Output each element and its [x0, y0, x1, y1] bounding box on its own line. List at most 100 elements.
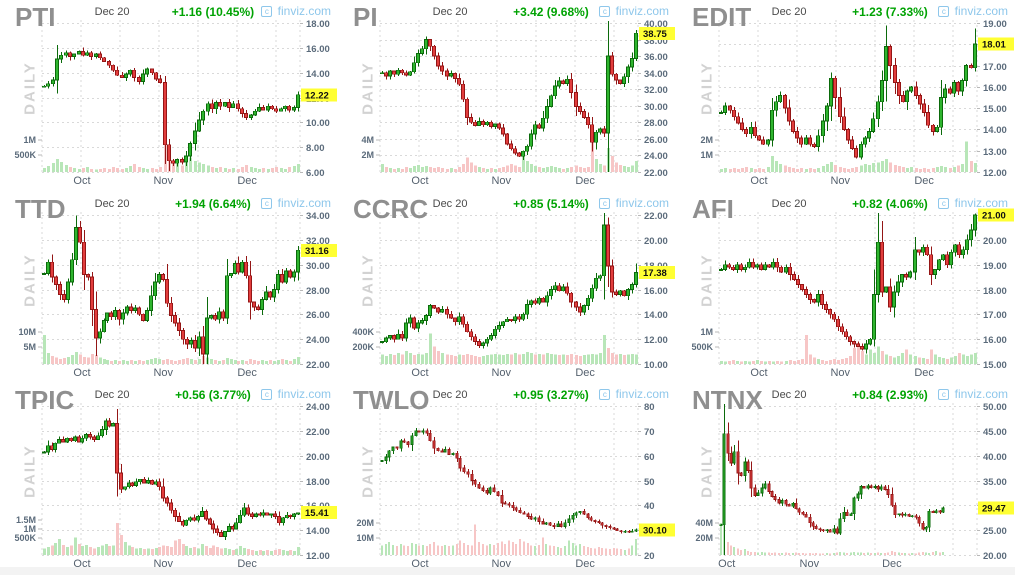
chart-cell-CCRC[interactable]: CCRC Dec 20 +0.85 (5.14%) c finviz.com DAILY…	[338, 192, 676, 384]
finviz-link[interactable]: c finviz.com	[261, 4, 331, 18]
chart-cell-TTD[interactable]: TTD Dec 20 +1.94 (6.64%) c finviz.com DAILY 3…	[0, 192, 338, 384]
svg-text:13.00: 13.00	[983, 147, 1007, 158]
svg-text:20.00: 20.00	[306, 452, 330, 463]
chart-cell-PI[interactable]: PI Dec 20 +3.42 (9.68%) c finviz.com DAILY 40…	[338, 0, 676, 192]
timeframe-label: DAILY	[698, 253, 716, 307]
svg-text:30.00: 30.00	[644, 102, 668, 113]
finviz-link[interactable]: c finviz.com	[938, 4, 1008, 18]
change-label: +1.16 (10.45%)	[171, 5, 255, 19]
svg-text:20.00: 20.00	[644, 236, 668, 247]
svg-text:2M: 2M	[361, 150, 374, 160]
chart-cell-TPIC[interactable]: TPIC Dec 20 +0.56 (3.77%) c finviz.com DAILY…	[0, 383, 338, 575]
candlestick-chart-EDIT[interactable]: 19.0018.0017.0016.0015.0014.0013.0012.00…	[677, 0, 1015, 192]
svg-text:10.00: 10.00	[644, 360, 668, 371]
last-price-tag	[301, 243, 337, 257]
finviz-icon: c	[261, 198, 273, 209]
finviz-link[interactable]: c finviz.com	[599, 4, 669, 18]
svg-text:Nov: Nov	[153, 175, 173, 187]
timeframe-label: DAILY	[359, 253, 377, 307]
last-price-tag	[978, 208, 1014, 222]
svg-text:19.00: 19.00	[983, 19, 1007, 30]
finviz-icon: c	[261, 6, 273, 17]
finviz-link[interactable]: c finviz.com	[599, 196, 669, 210]
svg-text:500K: 500K	[691, 342, 713, 352]
finviz-link[interactable]: c finviz.com	[261, 387, 331, 401]
svg-text:45.00: 45.00	[983, 427, 1007, 438]
svg-text:20.00: 20.00	[983, 236, 1007, 247]
svg-text:32.00: 32.00	[644, 85, 668, 96]
svg-text:30.00: 30.00	[306, 261, 330, 272]
svg-text:Dec: Dec	[575, 367, 595, 379]
svg-text:Oct: Oct	[73, 175, 90, 187]
candlestick-chart-CCRC[interactable]: 22.0020.0018.0016.0014.0012.0010.00400K2…	[338, 192, 676, 384]
svg-text:500K: 500K	[14, 150, 36, 160]
svg-text:22.00: 22.00	[644, 168, 668, 179]
candlestick-chart-PTI[interactable]: 18.0016.0014.0012.0010.008.006.001M500KO…	[0, 0, 338, 192]
svg-text:25.00: 25.00	[983, 526, 1007, 537]
chart-cell-NTNX[interactable]: NTNX Dec 20 +0.84 (2.93%) c finviz.com DAILY…	[677, 383, 1015, 575]
svg-text:32.00: 32.00	[306, 236, 330, 247]
finviz-icon: c	[938, 198, 950, 209]
change-label: +0.82 (4.06%)	[852, 197, 928, 211]
svg-text:31.16: 31.16	[305, 246, 329, 257]
svg-text:14.00: 14.00	[306, 526, 330, 537]
chart-date-label: Dec 20	[771, 198, 807, 210]
svg-text:18.01: 18.01	[982, 40, 1006, 51]
finviz-icon: c	[599, 198, 611, 209]
chart-date-label: Dec 20	[94, 389, 130, 401]
svg-text:17.00: 17.00	[983, 310, 1007, 321]
finviz-link[interactable]: c finviz.com	[261, 196, 331, 210]
timeframe-label: DAILY	[698, 61, 716, 115]
last-price-tag	[978, 37, 1014, 51]
svg-text:40: 40	[644, 501, 655, 512]
svg-text:12.00: 12.00	[644, 335, 668, 346]
svg-text:Dec: Dec	[237, 175, 257, 187]
svg-text:38.00: 38.00	[644, 36, 668, 47]
chart-cell-TWLO[interactable]: TWLO Dec 20 +0.95 (3.27%) c finviz.com DAILY…	[338, 383, 676, 575]
chart-cell-PTI[interactable]: PTI Dec 20 +1.16 (10.45%) c finviz.com DAILY…	[0, 0, 338, 192]
svg-text:1M: 1M	[23, 135, 36, 145]
svg-text:26.00: 26.00	[644, 135, 668, 146]
finviz-link[interactable]: c finviz.com	[599, 387, 669, 401]
chart-date-label: Dec 20	[432, 6, 468, 18]
svg-text:Oct: Oct	[750, 367, 767, 379]
chart-date-label: Dec 20	[771, 389, 807, 401]
chart-cell-AFI[interactable]: AFI Dec 20 +0.82 (4.06%) c finviz.com DAILY 2…	[677, 192, 1015, 384]
svg-text:18.00: 18.00	[306, 477, 330, 488]
chart-date-label: Dec 20	[94, 198, 130, 210]
chart-cell-EDIT[interactable]: EDIT Dec 20 +1.23 (7.33%) c finviz.com DAILY…	[677, 0, 1015, 192]
svg-text:1.5M: 1.5M	[16, 515, 36, 525]
svg-text:Dec: Dec	[914, 367, 934, 379]
chart-date-label: Dec 20	[771, 6, 807, 18]
candlestick-chart-AFI[interactable]: 21.00 20.00 19.00 18.00 17.00 16.00 15.00 1M 500…	[677, 192, 1015, 384]
svg-text:16.00: 16.00	[983, 335, 1007, 346]
timeframe-label: DAILY	[21, 253, 39, 307]
ticker-label: TTD	[15, 194, 66, 224]
chart-date-label: Dec 20	[432, 198, 468, 210]
svg-text:35.00: 35.00	[983, 477, 1007, 488]
change-label: +0.85 (5.14%)	[513, 197, 589, 211]
svg-text:14.00: 14.00	[983, 125, 1007, 136]
svg-text:26.00: 26.00	[306, 310, 330, 321]
svg-text:16.00: 16.00	[306, 44, 330, 55]
svg-text:1M: 1M	[700, 150, 713, 160]
candlestick-chart-PI[interactable]: 40.00 38.00 36.00 34.00 32.00 30.00 28.00 26.00…	[338, 0, 676, 192]
svg-text:18.00: 18.00	[983, 286, 1007, 297]
svg-text:21.00: 21.00	[982, 211, 1006, 222]
svg-text:Nov: Nov	[491, 367, 511, 379]
svg-text:10M: 10M	[18, 327, 36, 337]
candlestick-chart-TTD[interactable]: 34.00 32.00 30.00 28.00 26.00 24.00 22.00 10M 5M…	[0, 192, 338, 384]
svg-text:40M: 40M	[695, 518, 713, 528]
svg-text:34.00: 34.00	[644, 69, 668, 80]
finviz-link[interactable]: c finviz.com	[938, 196, 1008, 210]
change-label: +0.56 (3.77%)	[175, 388, 251, 402]
page-background-strip	[0, 567, 1015, 575]
timeframe-label: DAILY	[359, 444, 377, 498]
last-price-tag	[978, 501, 1014, 515]
chart-date-label: Dec 20	[432, 389, 468, 401]
timeframe-label: DAILY	[359, 61, 377, 115]
svg-text:6.00: 6.00	[306, 168, 325, 179]
svg-text:Oct: Oct	[411, 175, 428, 187]
finviz-link[interactable]: c finviz.com	[938, 387, 1008, 401]
